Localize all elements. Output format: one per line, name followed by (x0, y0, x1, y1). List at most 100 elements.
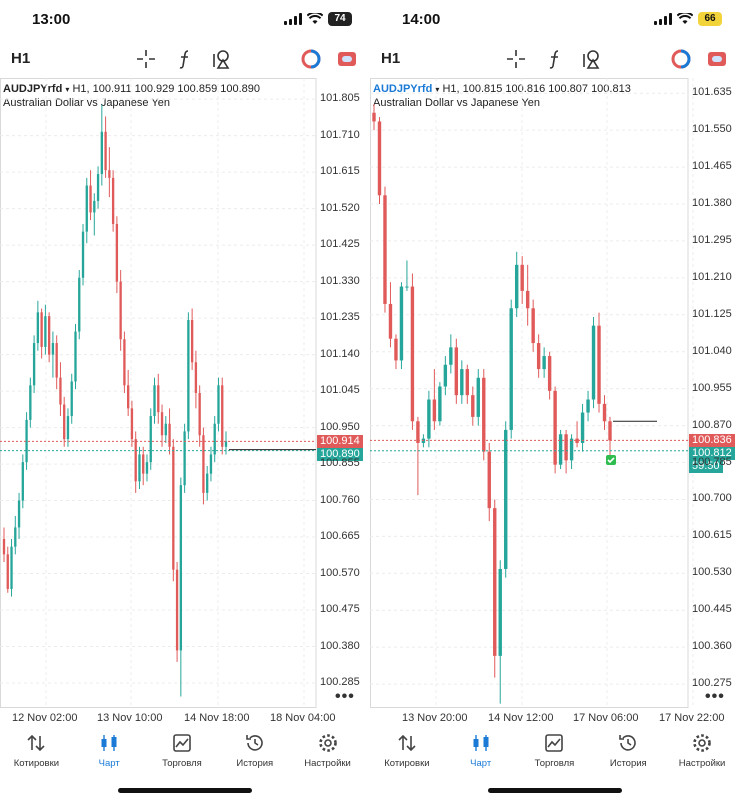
tab-trade[interactable]: Торговля (518, 728, 592, 772)
chat-icon[interactable] (336, 48, 358, 70)
candle-body (476, 377, 480, 417)
tab-history[interactable]: История (218, 728, 291, 772)
signal-icon (284, 13, 302, 25)
status-icons: 66 (654, 12, 722, 26)
candle-body (183, 431, 186, 486)
candle-body (130, 408, 134, 440)
price-tick-label: 101.550 (692, 123, 732, 136)
candle-body (145, 462, 149, 474)
tab-quotes[interactable]: Котировки (370, 728, 444, 772)
tab-label: Котировки (13, 758, 60, 769)
tab-quotes[interactable]: Котировки (0, 728, 73, 772)
crosshair-icon[interactable] (505, 48, 527, 70)
tab-label: Настройки (678, 758, 726, 769)
timeframe-selector[interactable]: H1 (11, 50, 31, 67)
one-click-trading-icon[interactable] (670, 48, 692, 70)
candle-body (416, 421, 420, 443)
price-tick-label: 101.330 (320, 274, 360, 287)
time-tick-label: 13 Nov 10:00 (97, 712, 163, 724)
function-icon[interactable] (174, 48, 196, 70)
function-icon[interactable] (544, 48, 566, 70)
candle-body (59, 377, 62, 405)
candle-body (372, 112, 376, 122)
objects-icon[interactable] (211, 48, 233, 70)
time-tick-label: 14 Nov 12:00 (488, 712, 554, 724)
price-tick-label: 101.615 (320, 165, 360, 178)
candle-body (460, 369, 464, 396)
symbol-name[interactable]: AUDJPYrfd (373, 83, 433, 95)
price-tick-label: 100.760 (320, 493, 360, 506)
candle-body (586, 399, 590, 413)
candle-body (591, 325, 596, 400)
candle-body (55, 343, 58, 378)
trade-icon (173, 734, 191, 752)
chart-icon (473, 735, 489, 751)
one-click-trading-icon[interactable] (300, 48, 322, 70)
chat-icon[interactable] (706, 48, 728, 70)
history-icon (619, 735, 637, 751)
candlestick-chart[interactable] (0, 78, 364, 708)
candle-body (78, 277, 81, 332)
objects-icon[interactable] (581, 48, 603, 70)
timeframe-selector[interactable]: H1 (381, 50, 401, 67)
candle-body (21, 462, 24, 501)
ask-price-label: 100.812 (689, 447, 735, 461)
candle-body (388, 303, 393, 339)
tab-chart[interactable]: Чарт (444, 728, 518, 772)
price-tick-label: 100.275 (692, 677, 732, 690)
candle-body (44, 316, 47, 347)
price-tick-label: 101.710 (320, 128, 360, 141)
time-tick-label: 17 Nov 06:00 (573, 712, 639, 724)
tab-settings[interactable]: Настройки (665, 728, 739, 772)
symbol-description: Australian Dollar vs Japanese Yen (3, 97, 170, 109)
price-tick-label: 100.445 (692, 603, 732, 616)
candle-body (410, 286, 415, 422)
more-options-button[interactable]: ••• (335, 688, 355, 705)
quotes-icon (398, 734, 416, 752)
candle-body (602, 403, 607, 422)
right-screenshot: 14:00 66 H1 AUDJPYrfd ▾ H1, 100.815 100.… (370, 0, 739, 800)
bid-price-label: 100.914 (317, 435, 363, 449)
bottom-tab-bar: Котировки Чарт Торговля История Настройк… (0, 728, 364, 772)
price-tick-label: 100.615 (692, 529, 732, 542)
crosshair-icon[interactable] (135, 48, 157, 70)
tab-trade[interactable]: Торговля (146, 728, 219, 772)
tab-settings[interactable]: Настройки (291, 728, 364, 772)
candle-body (564, 434, 568, 461)
candlestick-chart[interactable] (370, 78, 739, 708)
plot-frame (370, 78, 689, 708)
candle-body (498, 568, 502, 656)
wifi-icon (307, 13, 323, 24)
candle-body (63, 404, 66, 440)
candle-body (504, 429, 508, 569)
plot-frame (0, 78, 317, 708)
candle-body (157, 385, 160, 413)
symbol-info: AUDJPYrfd ▾ H1, 100.911 100.929 100.859 … (3, 83, 261, 95)
candle-body (580, 412, 585, 443)
ohlc-values: H1, 100.815 100.816 100.807 100.813 (442, 83, 631, 95)
candle-body (127, 385, 130, 409)
candle-body (514, 264, 519, 309)
candle-body (377, 121, 382, 196)
chart-toolbar: H1 (0, 44, 364, 74)
status-time: 13:00 (32, 11, 71, 28)
settings-icon (693, 734, 711, 752)
candle-body (160, 412, 164, 436)
candle-body (29, 385, 32, 420)
symbol-name[interactable]: AUDJPYrfd (3, 83, 63, 95)
price-tick-label: 100.475 (320, 603, 360, 616)
price-tick-label: 100.855 (320, 457, 360, 470)
candle-body (213, 423, 216, 455)
price-tick-label: 100.870 (692, 418, 732, 431)
candle-body (553, 390, 557, 465)
candle-body (482, 377, 486, 452)
candle-body (119, 281, 122, 340)
price-tick-label: 101.380 (692, 197, 732, 209)
candle-body (138, 454, 141, 482)
more-options-button[interactable]: ••• (705, 688, 725, 705)
tab-history[interactable]: История (591, 728, 665, 772)
tab-chart[interactable]: Чарт (73, 728, 146, 772)
trade-icon (545, 734, 564, 752)
price-tick-label: 101.140 (320, 347, 360, 360)
tab-label: История (609, 758, 647, 769)
